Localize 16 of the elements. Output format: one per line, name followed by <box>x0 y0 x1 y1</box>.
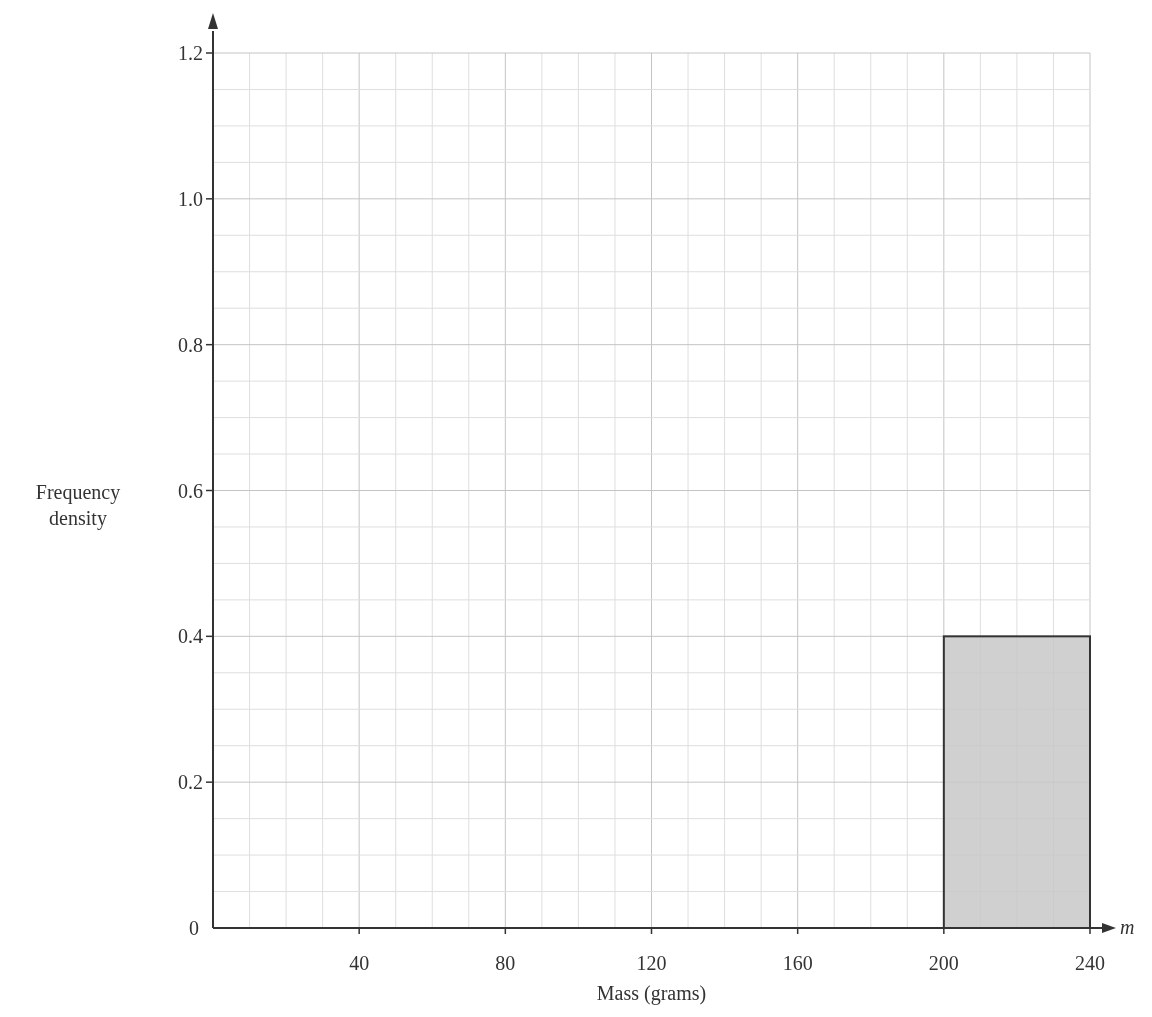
y-tick-label: 0.6 <box>178 479 203 502</box>
y-tick-label: 0 <box>189 917 199 939</box>
x-tick-label: 160 <box>782 952 813 974</box>
x-tick-label: 80 <box>495 952 516 974</box>
y-tick-label: 1.0 <box>178 187 203 210</box>
y-tick-label: 1.2 <box>178 42 203 64</box>
x-tick-label: 120 <box>636 952 667 974</box>
x-tick-label: 40 <box>349 952 370 974</box>
y-tick-label: 0.4 <box>178 625 203 648</box>
y-axis-title: Frequency density <box>35 480 121 530</box>
y-tick-label: 0.8 <box>178 333 203 356</box>
x-tick-label: 200 <box>928 952 959 974</box>
y-tick-label: 0.2 <box>178 771 203 794</box>
x-axis-title: Mass (grams) <box>596 982 707 1005</box>
text: m <box>1120 916 1135 938</box>
x-tick-label: 240 <box>1075 952 1105 974</box>
